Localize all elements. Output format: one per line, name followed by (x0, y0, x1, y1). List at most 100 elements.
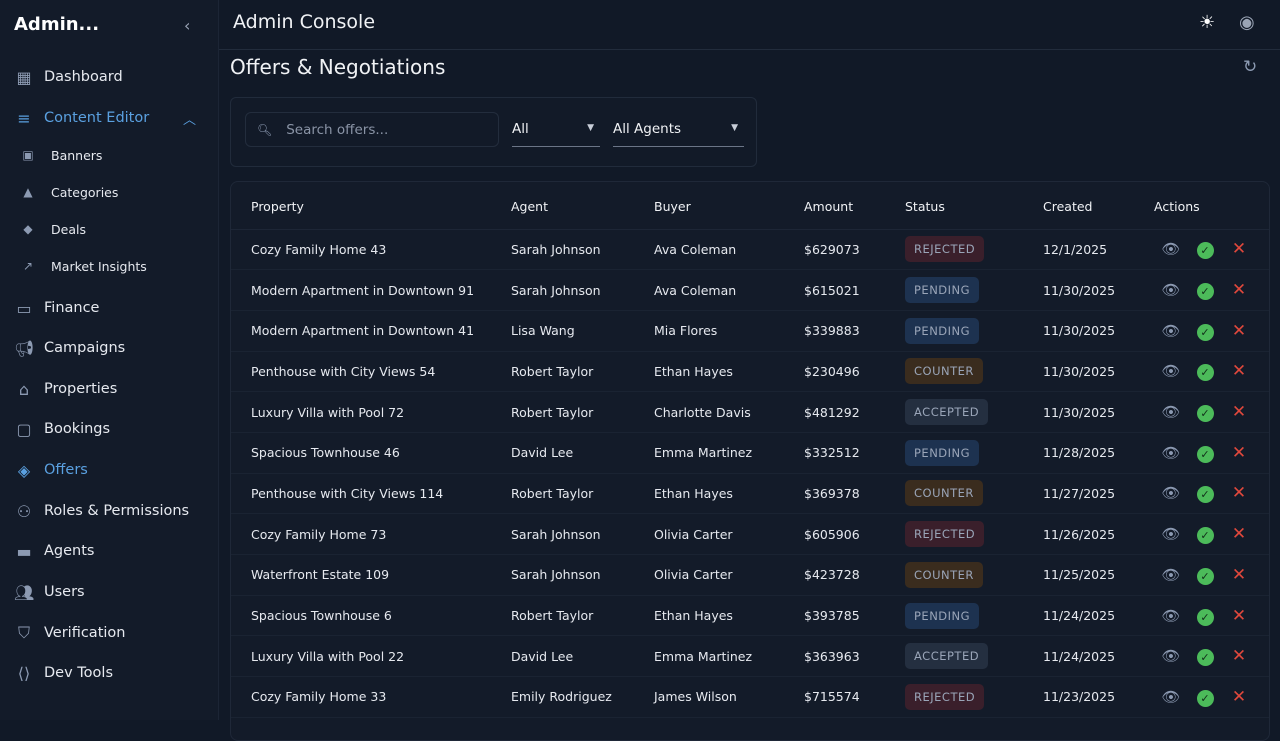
accept-button[interactable]: ✓ (1188, 362, 1222, 382)
view-eye-icon[interactable]: 👁︎ (1161, 647, 1181, 666)
search-input[interactable] (286, 121, 487, 138)
reject-x-icon[interactable]: ✕ (1231, 686, 1247, 707)
reject-x-icon[interactable]: ✕ (1231, 239, 1247, 260)
accept-button[interactable]: ✓ (1188, 240, 1222, 260)
created-cell: 11/30/2025 (1043, 310, 1154, 352)
accept-button[interactable]: ✓ (1188, 322, 1222, 341)
sidebar-item-properties[interactable]: ⌂ Properties (0, 371, 218, 407)
sidebar-item-dev-tools[interactable]: ⟨⟩ Dev Tools (0, 655, 218, 691)
status-filter-select[interactable]: All ▼ (512, 121, 600, 147)
accept-button[interactable]: ✓ (1188, 566, 1222, 585)
reject-x-icon[interactable]: ✕ (1231, 320, 1247, 341)
sidebar-item-deals[interactable]: ◆ Deals (0, 211, 218, 247)
sidebar-item-roles-permissions[interactable]: ⚇ Roles & Permissions (0, 493, 218, 529)
sidebar-item-agents[interactable]: ▬ Agents (0, 533, 218, 569)
status-badge: ACCEPTED (905, 643, 989, 670)
table-row[interactable]: Penthouse with City Views 114 Robert Tayl… (231, 473, 1269, 515)
check-circle-icon: ✓ (1196, 689, 1214, 707)
accept-button[interactable]: ✓ (1188, 607, 1222, 626)
reject-x-icon[interactable]: ✕ (1231, 646, 1247, 667)
accept-button[interactable]: ✓ (1188, 484, 1222, 504)
table-row[interactable]: Spacious Townhouse 6 Robert Taylor Ethan H… (231, 595, 1269, 637)
accept-button[interactable]: ✓ (1188, 403, 1222, 423)
reject-x-icon[interactable]: ✕ (1231, 564, 1247, 585)
view-eye-icon[interactable]: 👁︎ (1161, 240, 1181, 259)
refresh-icon[interactable]: ↻ (1243, 57, 1258, 77)
view-eye-icon[interactable]: 👁︎ (1161, 443, 1181, 462)
column-header-amount[interactable]: Amount (804, 182, 905, 230)
property-cell: Penthouse with City Views 54 (231, 351, 511, 393)
reject-x-icon[interactable]: ✕ (1231, 402, 1247, 423)
reject-x-icon[interactable]: ✕ (1231, 442, 1247, 463)
agent-filter-select[interactable]: All Agents ▼ (613, 121, 744, 147)
view-eye-icon[interactable]: 👁︎ (1161, 606, 1181, 625)
collapse-sidebar-icon[interactable]: ‹ (184, 16, 191, 35)
accept-button[interactable]: ✓ (1188, 688, 1222, 707)
sidebar-item-content-editor[interactable]: ≡ Content Editor ︿ (0, 100, 218, 136)
sidebar-item-bookings[interactable]: ▢ Bookings (0, 411, 218, 447)
sidebar-item-label: Deals (51, 221, 86, 237)
view-eye-icon[interactable]: 👁︎ (1161, 281, 1181, 300)
sidebar-item-categories[interactable]: ▲ Categories (0, 174, 218, 210)
table-row[interactable]: Spacious Townhouse 46 David Lee Emma Marti… (231, 432, 1269, 474)
sidebar-item-finance[interactable]: ▭ Finance (0, 290, 218, 326)
theme-toggle-sun-icon[interactable]: ☀ (1199, 12, 1216, 33)
actions-cell: 👁︎ ✓ ✕ (1154, 229, 1269, 271)
chevron-up-icon[interactable]: ︿ (183, 112, 197, 128)
view-eye-icon[interactable]: 👁︎ (1161, 565, 1181, 584)
accept-button[interactable]: ✓ (1188, 525, 1222, 545)
reject-x-icon[interactable]: ✕ (1231, 361, 1247, 382)
sidebar-item-users[interactable]: 👥︎ Users (0, 574, 218, 610)
sidebar-item-market-insights[interactable]: ↗ Market Insights (0, 248, 218, 284)
search-field[interactable]: 🔍︎ (245, 112, 499, 147)
check-circle-icon: ✓ (1196, 242, 1214, 260)
sidebar-item-campaigns[interactable]: 📢︎ Campaigns (0, 330, 218, 366)
view-eye-icon[interactable]: 👁︎ (1161, 525, 1181, 544)
table-row[interactable]: Penthouse with City Views 54 Robert Taylo… (231, 351, 1269, 393)
sidebar-item-offers[interactable]: ◈ Offers (0, 452, 218, 488)
table-row[interactable]: Waterfront Estate 109 Sarah Johnson Olivia… (231, 554, 1269, 596)
reject-x-icon[interactable]: ✕ (1231, 483, 1247, 504)
sidebar-item-banners[interactable]: ▣ Banners (0, 137, 218, 173)
table-row[interactable]: Luxury Villa with Pool 72 Robert Taylor Ch… (231, 391, 1269, 433)
actions-cell: 👁︎ ✓ ✕ (1154, 676, 1269, 718)
reject-x-icon[interactable]: ✕ (1231, 280, 1247, 301)
column-header-buyer[interactable]: Buyer (654, 182, 804, 230)
table-row[interactable]: Cozy Family Home 73 Sarah Johnson Olivia C… (231, 513, 1269, 555)
edit-note-icon: ≡ (17, 108, 31, 128)
table-row[interactable]: Modern Apartment in Downtown 91 Sarah Joh… (231, 269, 1269, 311)
accept-button[interactable]: ✓ (1188, 647, 1222, 667)
megaphone-icon: 📢︎ (14, 338, 35, 358)
account-icon[interactable]: ◉ (1239, 12, 1255, 33)
accept-button[interactable]: ✓ (1188, 444, 1222, 463)
view-eye-icon[interactable]: 👁︎ (1161, 362, 1181, 381)
created-cell: 11/23/2025 (1043, 676, 1154, 718)
status-badge: REJECTED (905, 683, 985, 710)
view-eye-icon[interactable]: 👁︎ (1161, 321, 1181, 340)
property-cell: Penthouse with City Views 114 (231, 473, 511, 515)
sidebar-item-dashboard[interactable]: ▦ Dashboard (0, 59, 218, 95)
table-row[interactable]: Luxury Villa with Pool 22 David Lee Emma M… (231, 635, 1269, 678)
sidebar-item-label: Categories (51, 184, 119, 200)
created-cell: 11/28/2025 (1043, 432, 1154, 474)
amount-cell: $615021 (804, 269, 905, 311)
actions-cell: 👁︎ ✓ ✕ (1154, 269, 1269, 311)
status-cell: ACCEPTED (905, 391, 1043, 433)
accept-button[interactable]: ✓ (1188, 281, 1222, 301)
sidebar-item-label: Dev Tools (44, 665, 113, 681)
table-row[interactable]: Modern Apartment in Downtown 41 Lisa Wang… (231, 310, 1269, 352)
view-eye-icon[interactable]: 👁︎ (1161, 403, 1181, 422)
column-header-property[interactable]: Property (231, 182, 511, 230)
sidebar-item-verification[interactable]: ⛉ Verification (0, 615, 218, 651)
reject-x-icon[interactable]: ✕ (1231, 524, 1247, 545)
table-row[interactable]: Cozy Family Home 43 Sarah Johnson Ava Cole… (231, 229, 1269, 271)
column-header-agent[interactable]: Agent (511, 182, 654, 230)
column-header-created[interactable]: Created (1043, 182, 1154, 230)
column-header-status[interactable]: Status (905, 182, 1043, 230)
view-eye-icon[interactable]: 👁︎ (1161, 484, 1181, 503)
column-header-actions[interactable]: Actions (1154, 182, 1269, 230)
table-row[interactable]: Cozy Family Home 33 Emily Rodriguez James … (231, 676, 1269, 718)
view-eye-icon[interactable]: 👁︎ (1161, 687, 1181, 706)
reject-x-icon[interactable]: ✕ (1231, 605, 1247, 626)
sidebar-item-label: Roles & Permissions (44, 503, 190, 519)
